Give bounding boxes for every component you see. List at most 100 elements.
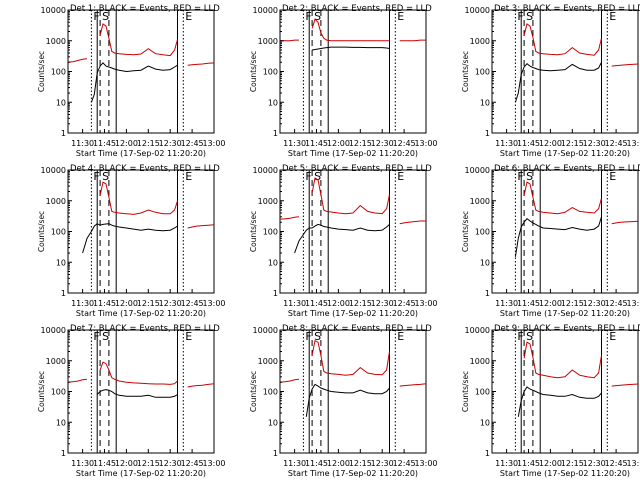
x-tick-label: 12:30: [371, 139, 394, 148]
y-tick-label: 10: [56, 258, 66, 267]
y-axis-label: Counts/sec: [461, 211, 470, 252]
y-tick-label: 100: [263, 388, 278, 397]
x-tick-label: 13:00: [202, 459, 225, 468]
lld-series-line: [523, 23, 639, 67]
event-marker-label: S: [526, 170, 533, 183]
y-tick-label: 100: [263, 68, 278, 77]
event-marker-label: E: [397, 10, 404, 23]
y-tick-label: 1000: [470, 357, 490, 366]
event-marker-label: F: [93, 330, 99, 343]
y-tick-label: 1000: [46, 357, 66, 366]
lld-series-line: [279, 339, 427, 387]
y-tick-label: 10000: [41, 166, 66, 175]
x-tick-label: 12:15: [349, 459, 372, 468]
y-tick-label: 1: [61, 449, 66, 458]
event-marker-label: S: [314, 330, 321, 343]
y-tick-label: 10000: [253, 6, 278, 15]
event-marker-label: E: [609, 170, 616, 183]
x-tick-label: 12:45: [393, 299, 416, 308]
lld-series-line: [67, 23, 215, 66]
events-series-line: [83, 224, 188, 253]
chart-panel-4: F S E11010010001000011:3011:4512:0012:1512…: [37, 164, 226, 318]
x-tick-label: 12:30: [371, 299, 394, 308]
y-tick-label: 1: [61, 129, 66, 138]
x-tick-label: 12:45: [393, 139, 416, 148]
y-tick-label: 1000: [470, 197, 490, 206]
events-series-line: [312, 46, 390, 51]
chart-title: Det 8: BLACK = Events, RED = LLD: [282, 324, 432, 334]
x-tick-label: 12:15: [561, 459, 584, 468]
events-series-line: [96, 389, 178, 398]
chart-title: Det 6: BLACK = Events, RED = LLD: [494, 164, 640, 174]
lld-series-line: [99, 181, 215, 229]
event-marker-label: F: [305, 170, 311, 183]
event-marker-label: E: [185, 10, 192, 23]
y-tick-label: 10000: [465, 6, 490, 15]
x-tick-label: 12:30: [159, 459, 182, 468]
y-tick-label: 10: [480, 418, 490, 427]
x-axis-label: Start Time (17-Sep-02 11:20:20): [76, 309, 206, 318]
y-tick-label: 10: [56, 98, 66, 107]
y-tick-label: 1000: [46, 197, 66, 206]
x-tick-label: 12:00: [327, 299, 350, 308]
y-tick-label: 1000: [46, 37, 66, 46]
lld-series-line: [67, 361, 215, 388]
x-tick-label: 12:00: [327, 459, 350, 468]
x-tick-label: 11:45: [93, 459, 116, 468]
chart-panel-5: F S E11010010001000011:3011:4512:0012:1512…: [249, 164, 438, 318]
x-tick-label: 11:45: [517, 299, 540, 308]
y-tick-label: 100: [475, 228, 490, 237]
x-tick-label: 11:45: [305, 299, 328, 308]
chart-title: Det 1: BLACK = Events, RED = LLD: [70, 4, 220, 14]
x-tick-label: 11:30: [495, 459, 518, 468]
y-tick-label: 10000: [41, 326, 66, 335]
x-tick-label: 11:45: [305, 459, 328, 468]
x-tick-label: 12:00: [115, 299, 138, 308]
event-marker-label: F: [305, 330, 311, 343]
y-tick-label: 100: [51, 228, 66, 237]
events-series-line: [517, 386, 602, 417]
event-marker-label: E: [397, 330, 404, 343]
x-axis-label: Start Time (17-Sep-02 11:20:20): [500, 469, 630, 478]
y-tick-label: 1: [485, 129, 490, 138]
chart-title: Det 4: BLACK = Events, RED = LLD: [70, 164, 220, 174]
y-tick-label: 1: [273, 449, 278, 458]
x-tick-label: 12:45: [605, 459, 628, 468]
chart-panel-6: F S E11010010001000011:3011:4512:0012:1512…: [461, 164, 640, 318]
event-marker-label: E: [609, 10, 616, 23]
y-axis-label: Counts/sec: [249, 211, 258, 252]
x-axis-label: Start Time (17-Sep-02 11:20:20): [288, 309, 418, 318]
x-tick-label: 11:30: [71, 299, 94, 308]
y-axis-label: Counts/sec: [37, 371, 46, 412]
y-tick-label: 10: [268, 258, 278, 267]
x-tick-label: 12:45: [181, 299, 204, 308]
y-tick-label: 1000: [470, 37, 490, 46]
lld-series-line: [523, 181, 639, 225]
x-tick-label: 13:00: [202, 299, 225, 308]
x-tick-label: 11:30: [283, 459, 306, 468]
x-tick-label: 12:00: [539, 299, 562, 308]
plot-frame: [67, 169, 215, 294]
plot-frame: [279, 329, 427, 454]
x-axis-label: Start Time (17-Sep-02 11:20:20): [288, 149, 418, 158]
chart-title: Det 9: BLACK = Events, RED = LLD: [494, 324, 640, 334]
x-tick-label: 12:00: [115, 459, 138, 468]
x-axis-label: Start Time (17-Sep-02 11:20:20): [500, 149, 630, 158]
y-axis-label: Counts/sec: [249, 371, 258, 412]
plot-frame: [67, 329, 215, 454]
y-tick-label: 10000: [465, 166, 490, 175]
x-tick-label: 13:00: [414, 139, 437, 148]
y-tick-label: 1: [485, 449, 490, 458]
plot-frame: [279, 169, 427, 294]
chart-panel-9: F S E11010010001000011:3011:4512:0012:1512…: [461, 324, 640, 478]
y-tick-label: 10: [56, 418, 66, 427]
chart-title: Det 2: BLACK = Events, RED = LLD: [282, 4, 432, 14]
events-series-line: [91, 63, 183, 102]
y-tick-label: 10: [268, 418, 278, 427]
y-tick-label: 1: [485, 289, 490, 298]
x-tick-label: 11:30: [71, 139, 94, 148]
x-tick-label: 11:45: [93, 139, 116, 148]
x-tick-label: 11:30: [283, 139, 306, 148]
y-tick-label: 10: [480, 98, 490, 107]
